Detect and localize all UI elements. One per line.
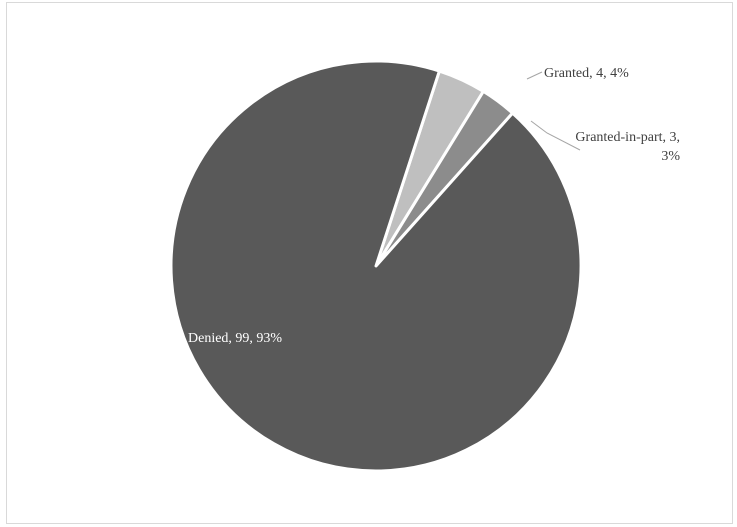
pie-slice-denied — [169, 59, 583, 473]
data-label-granted-in-part: Granted-in-part, 3, 3% — [575, 130, 680, 164]
leader-line-granted — [526, 71, 543, 80]
leader-line-granted-in-part — [530, 120, 581, 151]
data-label-granted: Granted, 4, 4% — [544, 66, 629, 81]
data-label-denied: Denied, 99, 93% — [188, 331, 282, 346]
